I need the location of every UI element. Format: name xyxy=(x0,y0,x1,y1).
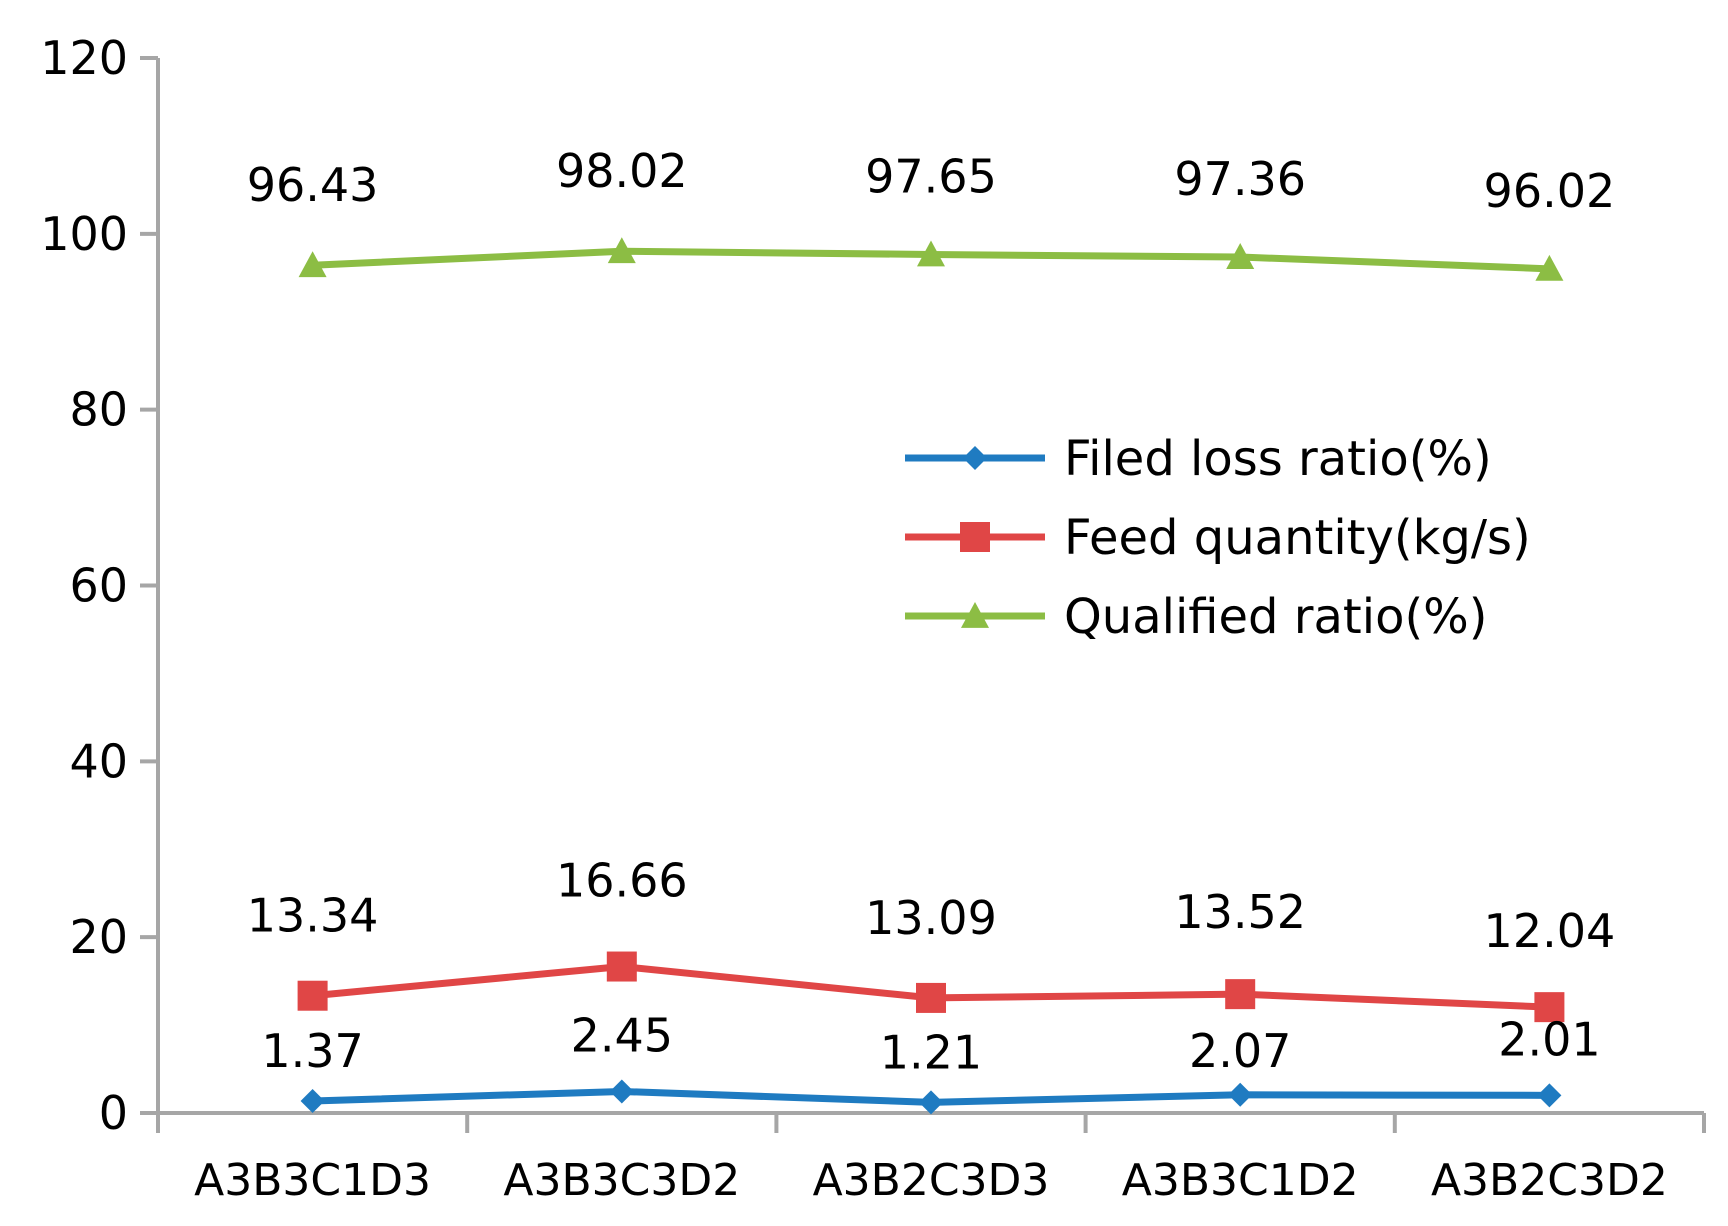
series-layer xyxy=(297,237,1565,1115)
data-label: 13.09 xyxy=(865,891,997,945)
data-point-triangle xyxy=(961,602,989,628)
y-tick-label: 0 xyxy=(99,1086,128,1140)
data-label: 97.36 xyxy=(1174,152,1306,206)
data-point-diamond xyxy=(919,1090,943,1115)
legend-entry: Filed loss ratio(%) xyxy=(905,431,1492,487)
legend-label: Filed loss ratio(%) xyxy=(1064,431,1492,487)
y-tick-label: 60 xyxy=(69,559,128,613)
legend-label: Feed quantity(kg/s) xyxy=(1064,510,1531,566)
data-point-square xyxy=(916,982,946,1013)
data-label: 96.02 xyxy=(1484,164,1616,218)
data-point-triangle xyxy=(917,240,945,267)
data-label: 1.21 xyxy=(880,1025,982,1079)
data-point-square xyxy=(960,522,990,552)
data-point-square xyxy=(1225,979,1256,1010)
data-point-diamond xyxy=(1228,1082,1253,1107)
data-label: 13.52 xyxy=(1174,885,1306,939)
series-2 xyxy=(298,237,1564,281)
data-label: 98.02 xyxy=(556,144,688,198)
legend-entry: Qualified ratio(%) xyxy=(905,589,1488,645)
legend-label: Qualified ratio(%) xyxy=(1064,589,1488,645)
x-category-label: A3B2C3D3 xyxy=(813,1155,1050,1206)
data-point-triangle xyxy=(1535,254,1564,281)
y-tick-label: 20 xyxy=(69,910,128,964)
series-1 xyxy=(297,951,1565,1023)
data-point-diamond xyxy=(300,1088,325,1113)
x-category-label: A3B3C1D2 xyxy=(1122,1155,1359,1206)
y-tick-label: 40 xyxy=(69,734,128,788)
legend-entry: Feed quantity(kg/s) xyxy=(905,510,1531,566)
data-labels: 1.37 2.45 1.21 2.07 2.01 13.34 16.66 13.09 13.52… xyxy=(247,144,1616,1079)
data-point-diamond xyxy=(609,1079,634,1104)
data-label: 16.66 xyxy=(556,854,688,908)
data-label: 96.43 xyxy=(247,158,379,212)
data-point-square xyxy=(297,980,328,1011)
x-category-label: A3B3C3D2 xyxy=(503,1155,740,1206)
x-category-label: A3B2C3D2 xyxy=(1431,1155,1668,1206)
data-point-triangle xyxy=(1226,243,1255,269)
data-label: 2.01 xyxy=(1498,1012,1600,1066)
data-point-square xyxy=(1534,992,1565,1023)
data-point-triangle xyxy=(298,251,327,278)
data-label: 1.37 xyxy=(261,1024,363,1078)
data-point-diamond xyxy=(963,446,987,470)
y-tick-label: 80 xyxy=(69,383,128,437)
y-tick-label: 120 xyxy=(40,31,128,85)
data-point-square xyxy=(606,951,637,982)
data-point-triangle xyxy=(607,237,636,264)
axes: 0 20 40 60 80 100 120 A3B3C1D3 A3B3C3D2 A3B2C3D3 A… xyxy=(40,31,1706,1206)
y-tick-label: 100 xyxy=(40,207,128,261)
data-label: 2.07 xyxy=(1189,1024,1291,1078)
data-label: 97.65 xyxy=(865,149,997,203)
data-label: 13.34 xyxy=(247,889,379,943)
series-0 xyxy=(300,1079,1562,1115)
legend: Filed loss ratio(%) Feed quantity(kg/s) Qu… xyxy=(905,431,1531,645)
data-label: 2.45 xyxy=(571,1008,673,1062)
x-category-label: A3B3C1D3 xyxy=(194,1155,431,1206)
data-label: 12.04 xyxy=(1484,904,1616,958)
data-point-diamond xyxy=(1537,1083,1562,1108)
